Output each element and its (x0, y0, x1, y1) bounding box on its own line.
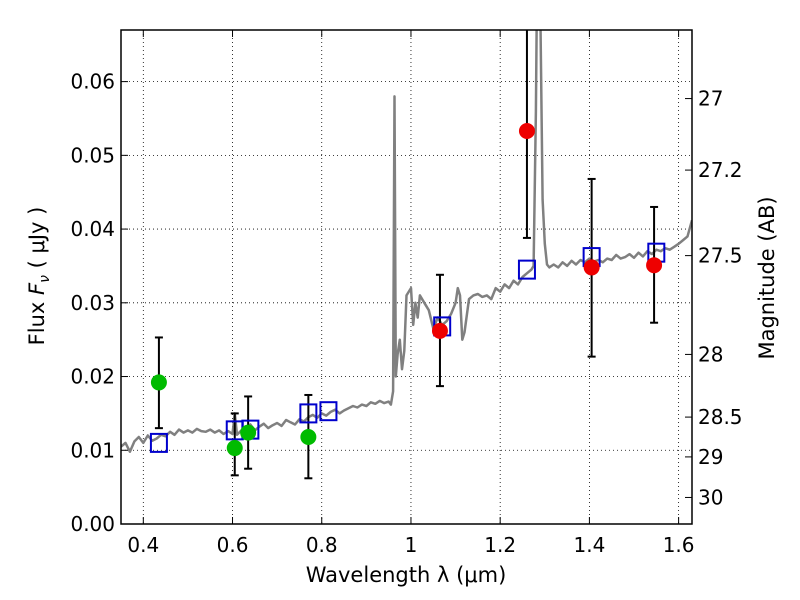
y2-tick-label: 28 (698, 342, 723, 366)
y2-tick-label: 30 (698, 485, 723, 509)
plot-data (121, 30, 692, 480)
y-tick-label: 0.01 (70, 438, 115, 462)
red-data-point (518, 123, 535, 140)
y-tick-label: 0.03 (70, 291, 115, 315)
green-data-point (226, 440, 243, 457)
x-tick-label: 0.6 (217, 533, 249, 557)
y2-tick-label: 27 (698, 87, 723, 111)
y2-tick-label: 27.5 (698, 244, 743, 268)
y-axis-label-subscript: ν (37, 275, 53, 283)
model-square-marker (517, 259, 536, 280)
green-data-point (300, 428, 317, 445)
model-square-marker (149, 432, 168, 453)
model-square-marker (319, 401, 338, 422)
green-data-point (240, 424, 257, 441)
x-axis-label: Wavelength λ (μm) (306, 563, 507, 587)
green-data-point (150, 374, 167, 391)
red-data-point (646, 257, 663, 274)
red-data-point (583, 259, 600, 276)
y2-tick-label: 29 (698, 445, 723, 469)
y-tick-label: 0.04 (70, 217, 115, 241)
plot-frame (120, 29, 693, 525)
x-tick-label: 1 (405, 533, 418, 557)
y-tick-label: 0.06 (70, 70, 115, 94)
y2-tick-label: 28.5 (698, 405, 743, 429)
y-axis-label-unit: ( μJy ) (25, 207, 49, 275)
red-data-point (431, 322, 448, 339)
y2-axis-label: Magnitude (AB) (755, 196, 779, 359)
spectrum-line (121, 30, 692, 453)
grid (121, 30, 692, 525)
clipped-data (121, 30, 692, 480)
x-tick-label: 1.6 (663, 533, 695, 557)
model-square-marker (299, 403, 318, 424)
x-tick-label: 0.4 (127, 533, 159, 557)
x-tick-label: 0.8 (306, 533, 338, 557)
axis-ticks: 0.4 0.6 0.8 1 1.2 1.4 1.6 0.00 0.01 0.02 0.03 0.04 0… (70, 30, 743, 557)
y2-tick-label: 27.2 (698, 158, 743, 182)
y-axis-label-symbol: F (25, 282, 49, 295)
x-tick-label: 1.2 (484, 533, 516, 557)
y-tick-label: 0.05 (70, 143, 115, 167)
y-axis-label: Flux Fν ( μJy ) (25, 207, 53, 346)
y-tick-label: 0.00 (70, 512, 115, 536)
y-tick-label: 0.02 (70, 365, 115, 389)
y-axis-label-prefix: Flux (25, 295, 49, 345)
x-tick-label: 1.4 (573, 533, 605, 557)
